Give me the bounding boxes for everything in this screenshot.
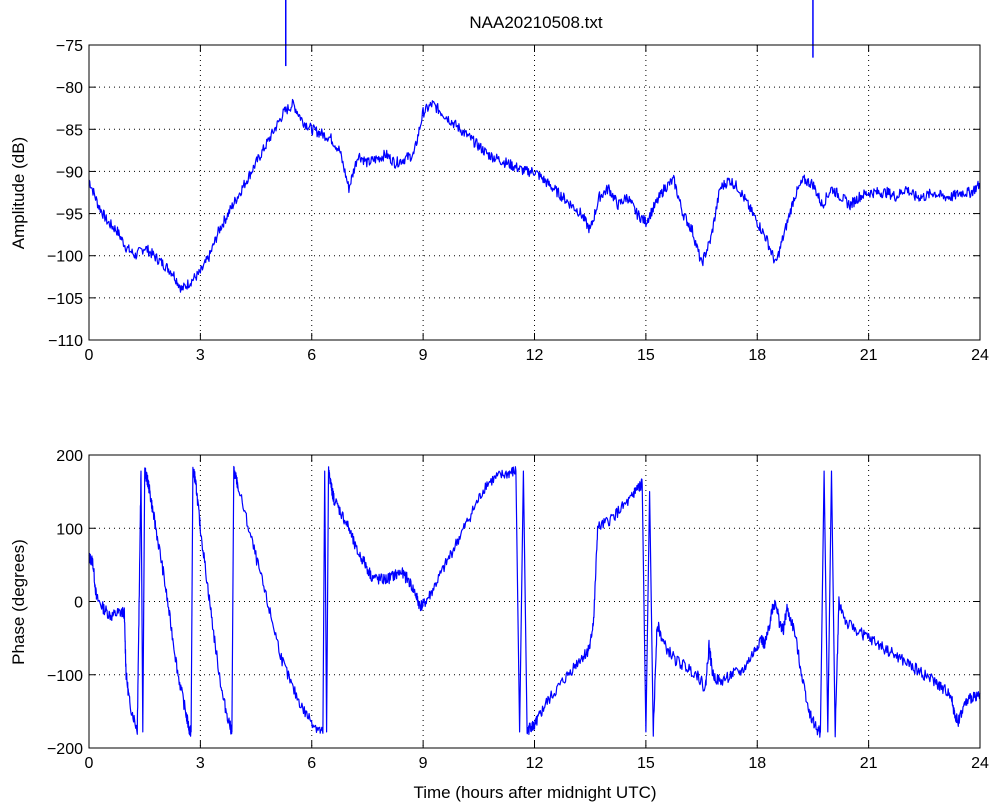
amplitude-y-tick-label: −80 <box>56 80 83 97</box>
phase-y-tick-label: 100 <box>56 521 83 538</box>
phase-x-tick-label: 24 <box>971 755 989 772</box>
amplitude-x-tick-labels: 0 3 6 9 12 15 18 21 24 <box>85 347 989 364</box>
phase-y-tick-label: −200 <box>47 741 83 758</box>
amplitude-spikes <box>285 0 814 67</box>
phase-y-axis-label: Phase (degrees) <box>9 539 28 665</box>
phase-x-tick-label: 21 <box>860 755 878 772</box>
phase-x-tick-label: 3 <box>196 755 205 772</box>
phase-series-line <box>88 465 981 738</box>
amplitude-x-tick-label: 9 <box>419 347 428 364</box>
phase-x-tick-label: 15 <box>637 755 655 772</box>
amplitude-y-tick-label: −95 <box>56 207 83 224</box>
amplitude-x-tick-label: 6 <box>307 347 316 364</box>
x-axis-label: Time (hours after midnight UTC) <box>413 783 656 802</box>
amplitude-y-tick-labels: −75 −80 −85 −90 −95 −100 −105 −110 <box>47 38 83 350</box>
amplitude-series-line <box>88 98 981 293</box>
phase-y-tick-labels: 200 100 0 −100 −200 <box>47 448 83 758</box>
phase-y-tick-label: −100 <box>47 668 83 685</box>
amplitude-y-tick-label: −105 <box>47 291 83 308</box>
amplitude-y-tick-label: −90 <box>56 164 83 181</box>
amplitude-x-tick-label: 3 <box>196 347 205 364</box>
amplitude-axes-frame <box>88 44 981 341</box>
phase-x-tick-label: 6 <box>307 755 316 772</box>
chart-title: NAA20210508.txt <box>469 13 603 32</box>
phase-x-tick-label: 9 <box>419 755 428 772</box>
phase-y-tick-label: 200 <box>56 448 83 465</box>
phase-x-tick-label: 18 <box>748 755 766 772</box>
amplitude-y-tick-label: −100 <box>47 249 83 266</box>
amplitude-y-tick-label: −110 <box>48 333 83 350</box>
amplitude-x-tick-label: 12 <box>526 347 544 364</box>
amplitude-y-tick-label: −85 <box>56 122 83 139</box>
amplitude-x-tick-label: 15 <box>637 347 655 364</box>
phase-x-tick-label: 12 <box>526 755 544 772</box>
amplitude-axes: NAA20210508.txt Amplitude (dB) −75 −80 −85… <box>9 0 989 364</box>
phase-axes-frame <box>88 454 981 749</box>
phase-x-tick-label: 0 <box>85 755 94 772</box>
amplitude-y-axis-label: Amplitude (dB) <box>9 137 28 249</box>
phase-y-tick-label: 0 <box>74 595 83 612</box>
phase-x-tick-labels: 0 3 6 9 12 15 18 21 24 <box>85 755 989 772</box>
amplitude-grid <box>89 45 980 340</box>
amplitude-x-tick-label: 0 <box>85 347 94 364</box>
amplitude-x-tick-label: 24 <box>971 347 989 364</box>
phase-axes: Phase (degrees) Time (hours after midnig… <box>9 448 989 802</box>
amplitude-x-tick-label: 21 <box>860 347 878 364</box>
phase-grid <box>89 455 980 748</box>
amplitude-x-tick-label: 18 <box>748 347 766 364</box>
amplitude-y-tick-label: −75 <box>56 38 83 55</box>
